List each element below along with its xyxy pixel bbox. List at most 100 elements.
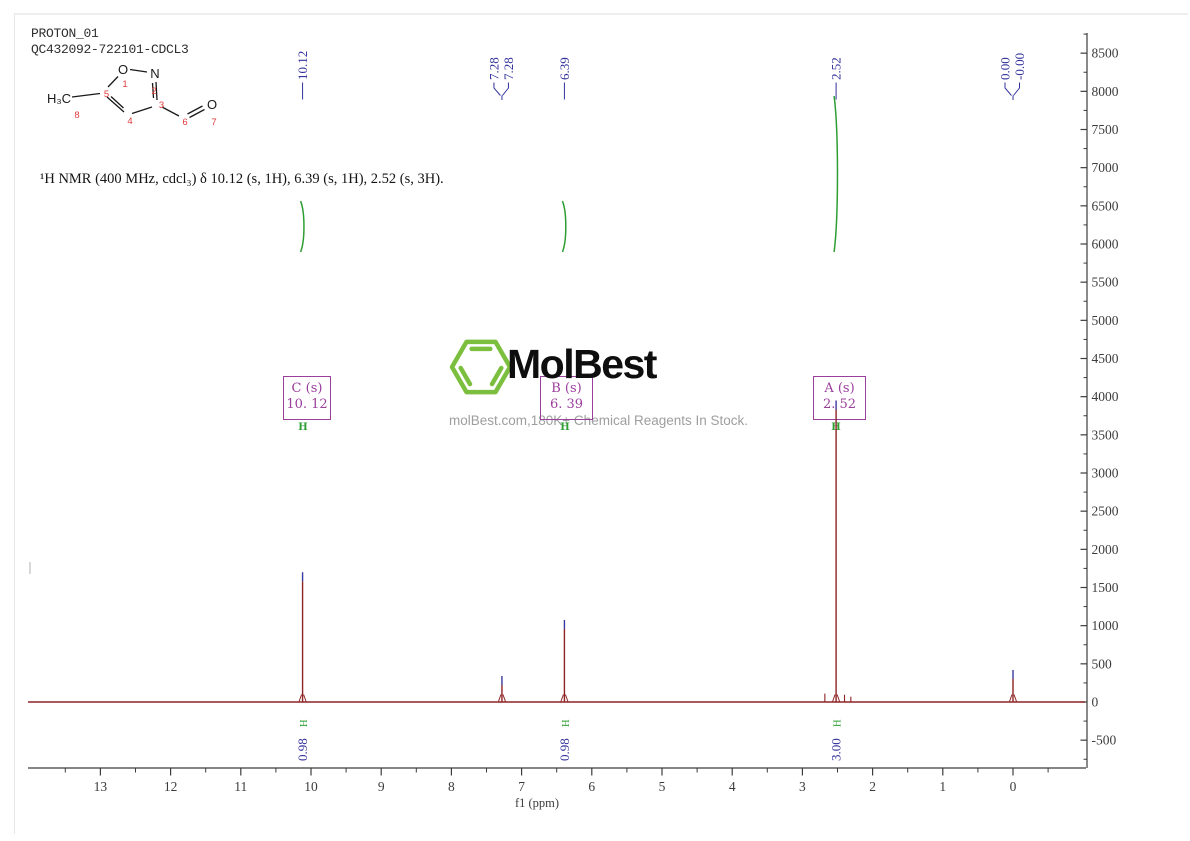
integral-curve [561, 200, 567, 253]
y-tick-label: 500 [1092, 656, 1113, 671]
assignment-box-b: B (s) 6. 39 [540, 376, 593, 420]
y-tick-label: 0 [1092, 695, 1099, 710]
bond-o1-n2 [129, 68, 148, 73]
y-tick-label: 5000 [1092, 313, 1119, 328]
peak-pick-connector [1004, 82, 1020, 100]
hexagon-outline [449, 339, 513, 395]
peak-pick-connector [493, 82, 509, 100]
atom-number-1: 1 [122, 79, 127, 90]
y-tick-label: 1000 [1092, 618, 1119, 633]
atom-number-3: 3 [159, 100, 164, 111]
y-tick-label: 6000 [1092, 237, 1119, 252]
peak-base [298, 694, 307, 702]
molbest-logo-icon [449, 339, 513, 395]
watermark-tagline: molBest.com,180K+ Chemical Reagents In S… [449, 413, 749, 428]
x-tick-label: 3 [799, 779, 806, 794]
x-tick-label: 13 [94, 779, 108, 794]
y-tick-label: 7000 [1092, 160, 1119, 175]
integral-region-marker: H [561, 719, 572, 727]
assignment-atom-a: H [831, 422, 841, 433]
x-tick-label: 6 [588, 779, 595, 794]
y-tick-label: 2500 [1092, 504, 1119, 519]
assignment-atom-b: H [560, 422, 570, 433]
atom-aldehyde-oxygen: O [207, 97, 217, 112]
atom-number-6: 6 [182, 117, 187, 128]
bond-c4-c5-inner [110, 96, 124, 109]
atom-ring-nitrogen: N [150, 66, 159, 81]
y-tick-label: 1500 [1092, 580, 1119, 595]
peak-shift-label: 7.28 [501, 57, 516, 80]
bond-methyl [71, 92, 101, 98]
y-tick-label: 4000 [1092, 389, 1119, 404]
integral-curve [299, 200, 305, 253]
x-tick-label: 8 [448, 779, 455, 794]
experiment-name: PROTON_01 [31, 26, 99, 41]
bond-c3-c4 [131, 106, 153, 115]
integral-region-marker: H [833, 719, 844, 727]
peak-shift-label: 6.39 [557, 57, 572, 80]
y-tick-label: 4500 [1092, 351, 1119, 366]
assignment-shift: 6. 39 [549, 397, 584, 412]
x-tick-label: 2 [869, 779, 876, 794]
integral-value-label: 3.00 [829, 738, 844, 761]
atom-ring-oxygen: O [118, 62, 128, 77]
bond-c6-o7-b [189, 108, 205, 119]
peak-shift-label: 2.52 [829, 57, 844, 80]
hexagon-inner-left [458, 365, 473, 387]
y-tick-label: -500 [1092, 733, 1117, 748]
assignment-label: A (s) [824, 381, 855, 396]
peak-base [497, 694, 506, 702]
x-tick-label: 1 [939, 779, 946, 794]
peak-shift-label: -0.00 [1012, 53, 1027, 80]
atom-number-7: 7 [211, 117, 216, 128]
x-axis-title: f1 (ppm) [515, 796, 559, 810]
peak-shift-label: 0.00 [998, 57, 1013, 80]
peak-shift-label: 7.28 [486, 57, 501, 80]
atom-number-5: 5 [104, 89, 109, 100]
x-tick-label: 5 [659, 779, 666, 794]
y-tick-label: 3000 [1092, 466, 1119, 481]
x-tick-label: 7 [518, 779, 525, 794]
x-tick-label: 11 [234, 779, 247, 794]
peak-shift-label: 10.12 [295, 51, 310, 80]
integral-region-marker: H [299, 719, 310, 727]
y-tick-label: 8000 [1092, 84, 1119, 99]
bond-n2-c3 [155, 81, 158, 101]
assignment-atom-c: H [298, 422, 308, 433]
x-tick-label: 4 [729, 779, 736, 794]
nmr-citation: ¹H NMR (400 MHz, cdcl₃) δ 10.12 (s, 1H),… [40, 171, 444, 187]
peak-base [560, 694, 569, 702]
integral-value-label: 0.98 [295, 738, 310, 761]
y-tick-label: 6500 [1092, 198, 1119, 213]
hexagon-inner-right [489, 365, 504, 387]
peak-base [832, 694, 841, 702]
integral-value-label: 0.98 [557, 738, 572, 761]
atom-number-2: 2 [151, 86, 156, 97]
bond-c5-o1 [107, 76, 119, 88]
y-tick-label: 7500 [1092, 122, 1119, 137]
bond-n2-c3-inner [151, 82, 155, 99]
bond-c4-c5 [106, 96, 125, 113]
y-tick-label: 5500 [1092, 275, 1119, 290]
bond-c3-c6 [161, 106, 180, 117]
experiment-header: PROTON_01 QC432092-722101-CDCL3 [31, 26, 189, 58]
peak-base [1009, 694, 1017, 702]
assignment-label: C (s) [291, 381, 323, 396]
assignment-box-c: C (s) 10. 12 [283, 376, 331, 420]
sample-id: QC432092-722101-CDCL3 [31, 42, 189, 57]
molecule-bonds [71, 68, 205, 119]
assignment-box-a: A (s) 2. 52 [813, 376, 866, 420]
molbest-brand-text: MolBest [507, 341, 657, 387]
assignment-shift: 2. 52 [822, 397, 857, 412]
assignment-shift: 10. 12 [286, 397, 328, 412]
y-tick-label: 2000 [1092, 542, 1119, 557]
y-tick-label: 3500 [1092, 427, 1119, 442]
atom-number-8: 8 [74, 110, 79, 121]
y-tick-label: 8500 [1092, 46, 1119, 61]
x-tick-label: 9 [378, 779, 385, 794]
molecule-structure: O N H₃C O 1 2 3 4 5 6 7 8 [47, 62, 217, 128]
bond-c6-o7-a [187, 105, 203, 115]
atom-methyl: H₃C [47, 91, 71, 106]
x-tick-label: 12 [164, 779, 178, 794]
